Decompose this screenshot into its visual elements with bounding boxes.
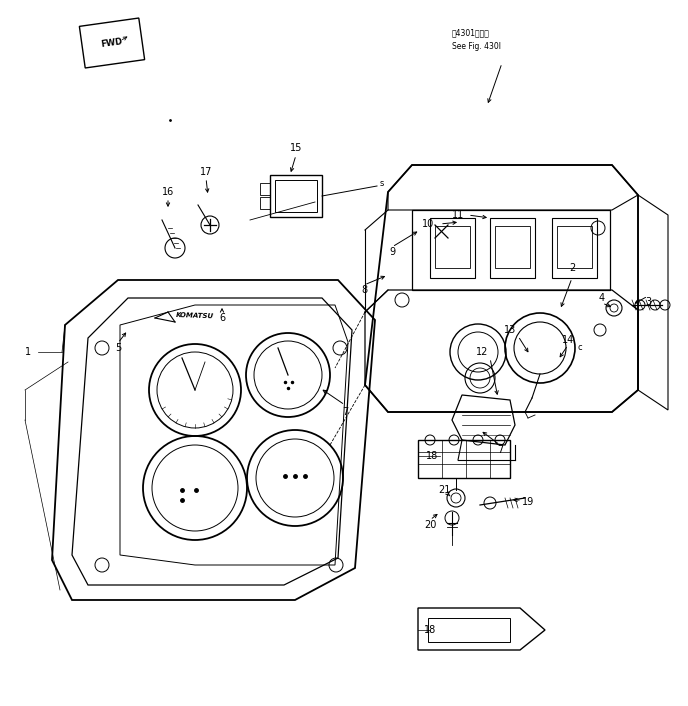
Bar	[495, 226, 530, 268]
Text: c: c	[578, 344, 582, 352]
Text: 20: 20	[424, 520, 436, 530]
Bar	[430, 218, 475, 278]
Text: KOMATSU: KOMATSU	[176, 312, 214, 320]
Text: 9: 9	[389, 247, 395, 257]
Text: 11: 11	[452, 210, 464, 220]
Text: 10: 10	[422, 219, 434, 229]
Text: 12: 12	[476, 347, 488, 357]
Text: 7: 7	[497, 445, 503, 455]
Text: 1: 1	[25, 347, 31, 357]
Text: 14: 14	[562, 335, 574, 345]
Text: 19: 19	[522, 497, 534, 507]
Bar	[275, 180, 317, 212]
Text: 13: 13	[504, 325, 516, 335]
Text: 5: 5	[115, 343, 121, 353]
Text: 6: 6	[219, 313, 225, 323]
Bar	[490, 218, 535, 278]
Text: 3: 3	[645, 297, 651, 307]
Text: 21: 21	[438, 485, 450, 495]
Text: 8: 8	[361, 285, 367, 295]
Bar	[260, 197, 270, 209]
Text: 7: 7	[342, 407, 348, 417]
Text: 18: 18	[424, 625, 436, 635]
Text: 2: 2	[569, 263, 575, 273]
Bar	[270, 175, 322, 217]
Text: 第4301図参照: 第4301図参照	[452, 28, 490, 37]
Bar	[435, 226, 470, 268]
Text: FWD: FWD	[100, 37, 123, 49]
Text: 17: 17	[200, 167, 212, 177]
Text: 16: 16	[162, 187, 174, 197]
Bar	[552, 218, 597, 278]
Bar	[260, 183, 270, 195]
Text: 15: 15	[290, 143, 302, 153]
Text: 18: 18	[426, 451, 438, 461]
Text: s: s	[380, 179, 384, 189]
Bar	[557, 226, 592, 268]
Bar	[428, 618, 510, 642]
Text: See Fig. 430I: See Fig. 430I	[452, 42, 501, 51]
Text: 4: 4	[599, 293, 605, 303]
